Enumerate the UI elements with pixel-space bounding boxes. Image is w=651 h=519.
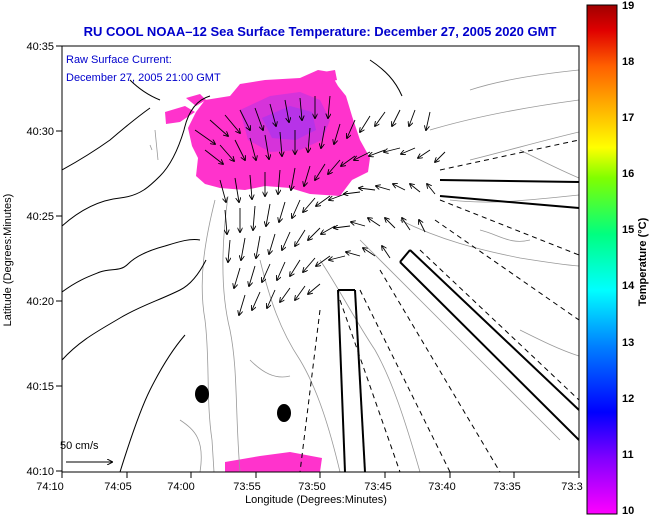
current-vectors [194,95,446,315]
y-tick-label: 40:30 [26,126,54,138]
x-tick-label: 73:50 [298,481,326,493]
colorbar-tick: 10 [622,505,634,517]
colorbar-tick: 17 [622,112,634,124]
y-tick-label: 40:10 [26,466,54,478]
y-axis-title: Latitude (Degrees:Minutes) [2,194,14,327]
colorbar-tick: 18 [622,56,634,68]
x-tick-label: 73:55 [233,481,261,493]
y-tick-label: 40:35 [26,41,54,53]
x-axis-title: Longitude (Degrees:Minutes) [245,494,387,506]
marker-dot [195,385,209,403]
x-tick-label: 73:45 [364,481,392,493]
bathymetry-contours [149,69,579,472]
x-tick-label: 73:40 [428,481,456,493]
colorbar-tick: 14 [622,280,635,292]
scale-label: 50 cm/s [60,440,99,452]
x-tick-label: 74:10 [36,481,64,493]
current-time: December 27, 2005 21:00 GMT [66,72,221,84]
y-tick-label: 40:25 [26,211,54,223]
x-tick-label: 74:00 [167,481,195,493]
colorbar-tick: 12 [622,393,634,405]
y-tick-label: 40:15 [26,381,54,393]
colorbar-tick: 15 [622,224,634,236]
colorbar-tick: 11 [622,449,634,461]
x-tick-label: 73:3 [561,481,582,493]
radar-beam-solid [337,179,579,472]
colorbar-tick: 19 [622,0,634,12]
colorbar-title: Temperature (°C) [637,217,649,306]
coastline [62,59,403,472]
x-axis: 74:10 74:05 74:00 73:55 73:50 73:45 73:4… [36,472,583,506]
y-tick-label: 40:20 [26,296,54,308]
x-tick-label: 74:05 [104,481,132,493]
x-tick-label: 73:35 [493,481,521,493]
colorbar: 19 18 17 16 15 14 13 12 11 10 Temperatur… [586,0,649,517]
radar-beam-dashed [299,139,579,472]
colorbar-tick: 16 [622,168,634,180]
marker-dot [277,404,291,422]
colorbar-tick: 13 [622,337,634,349]
colorbar-gradient [586,4,618,515]
current-label: Raw Surface Current: [66,54,172,66]
y-axis: 40:35 40:30 40:25 40:20 40:15 40:10 Lati… [2,41,62,478]
map-title: RU COOL NOAA–12 Sea Surface Temperature:… [84,24,557,39]
